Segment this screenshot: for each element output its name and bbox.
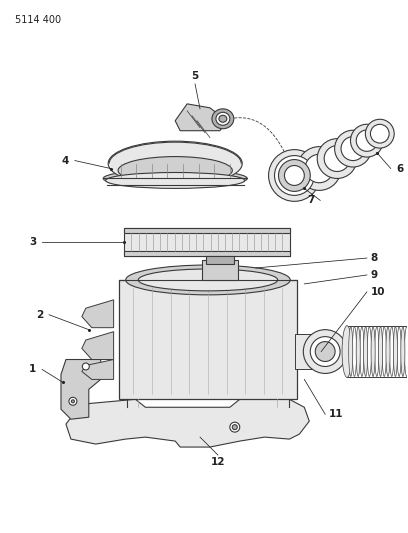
Ellipse shape (324, 146, 350, 172)
Polygon shape (82, 332, 113, 360)
Ellipse shape (108, 141, 242, 186)
Ellipse shape (397, 327, 401, 376)
Ellipse shape (219, 115, 227, 122)
Text: 11: 11 (329, 409, 344, 419)
Ellipse shape (138, 269, 278, 291)
Text: 10: 10 (371, 287, 386, 297)
Ellipse shape (356, 327, 360, 376)
Text: 8: 8 (371, 253, 378, 263)
Ellipse shape (342, 326, 352, 377)
Ellipse shape (275, 156, 314, 196)
Polygon shape (175, 104, 227, 131)
Ellipse shape (118, 157, 232, 184)
Ellipse shape (230, 422, 240, 432)
Ellipse shape (297, 147, 341, 190)
Text: 12: 12 (211, 457, 225, 467)
Ellipse shape (364, 327, 368, 376)
Ellipse shape (71, 400, 74, 403)
Ellipse shape (375, 327, 379, 376)
Text: 1: 1 (29, 365, 36, 375)
Bar (124, 228, 290, 233)
Ellipse shape (353, 327, 357, 376)
Ellipse shape (360, 327, 364, 376)
Ellipse shape (350, 124, 383, 157)
Polygon shape (66, 399, 309, 447)
Ellipse shape (370, 124, 389, 143)
Bar (295, 334, 327, 369)
Ellipse shape (366, 119, 394, 148)
Ellipse shape (126, 265, 290, 295)
Ellipse shape (268, 150, 320, 201)
Ellipse shape (341, 136, 365, 160)
Text: 4: 4 (62, 156, 69, 166)
Ellipse shape (356, 130, 377, 151)
Ellipse shape (305, 154, 333, 183)
Bar (124, 228, 290, 256)
Ellipse shape (393, 327, 397, 376)
Ellipse shape (69, 397, 77, 405)
Ellipse shape (315, 342, 335, 361)
Polygon shape (82, 300, 113, 328)
Ellipse shape (212, 109, 234, 129)
Text: 9: 9 (371, 270, 378, 280)
Text: 6: 6 (397, 164, 404, 174)
Ellipse shape (386, 327, 390, 376)
Polygon shape (82, 360, 113, 379)
Polygon shape (61, 360, 101, 419)
Ellipse shape (401, 327, 405, 376)
Bar (202, 260, 238, 280)
Ellipse shape (103, 169, 247, 188)
Ellipse shape (310, 337, 340, 367)
Ellipse shape (335, 130, 371, 167)
Ellipse shape (379, 327, 383, 376)
Ellipse shape (284, 166, 304, 185)
Ellipse shape (390, 327, 394, 376)
Text: 7: 7 (307, 196, 314, 205)
Ellipse shape (317, 139, 357, 179)
Ellipse shape (367, 327, 371, 376)
Ellipse shape (349, 327, 353, 376)
Ellipse shape (371, 327, 375, 376)
Text: 3: 3 (29, 237, 36, 247)
Ellipse shape (382, 327, 386, 376)
Ellipse shape (216, 112, 230, 125)
Bar (124, 251, 290, 256)
Ellipse shape (106, 173, 245, 188)
Ellipse shape (345, 327, 349, 376)
Ellipse shape (82, 363, 89, 370)
Bar (206, 256, 234, 264)
Ellipse shape (279, 159, 310, 191)
Text: 5114 400: 5114 400 (15, 15, 62, 25)
Ellipse shape (303, 330, 347, 374)
Bar (119, 280, 297, 399)
Text: 2: 2 (36, 310, 43, 320)
Ellipse shape (405, 327, 408, 376)
Text: 5: 5 (191, 71, 199, 81)
Ellipse shape (232, 425, 237, 430)
